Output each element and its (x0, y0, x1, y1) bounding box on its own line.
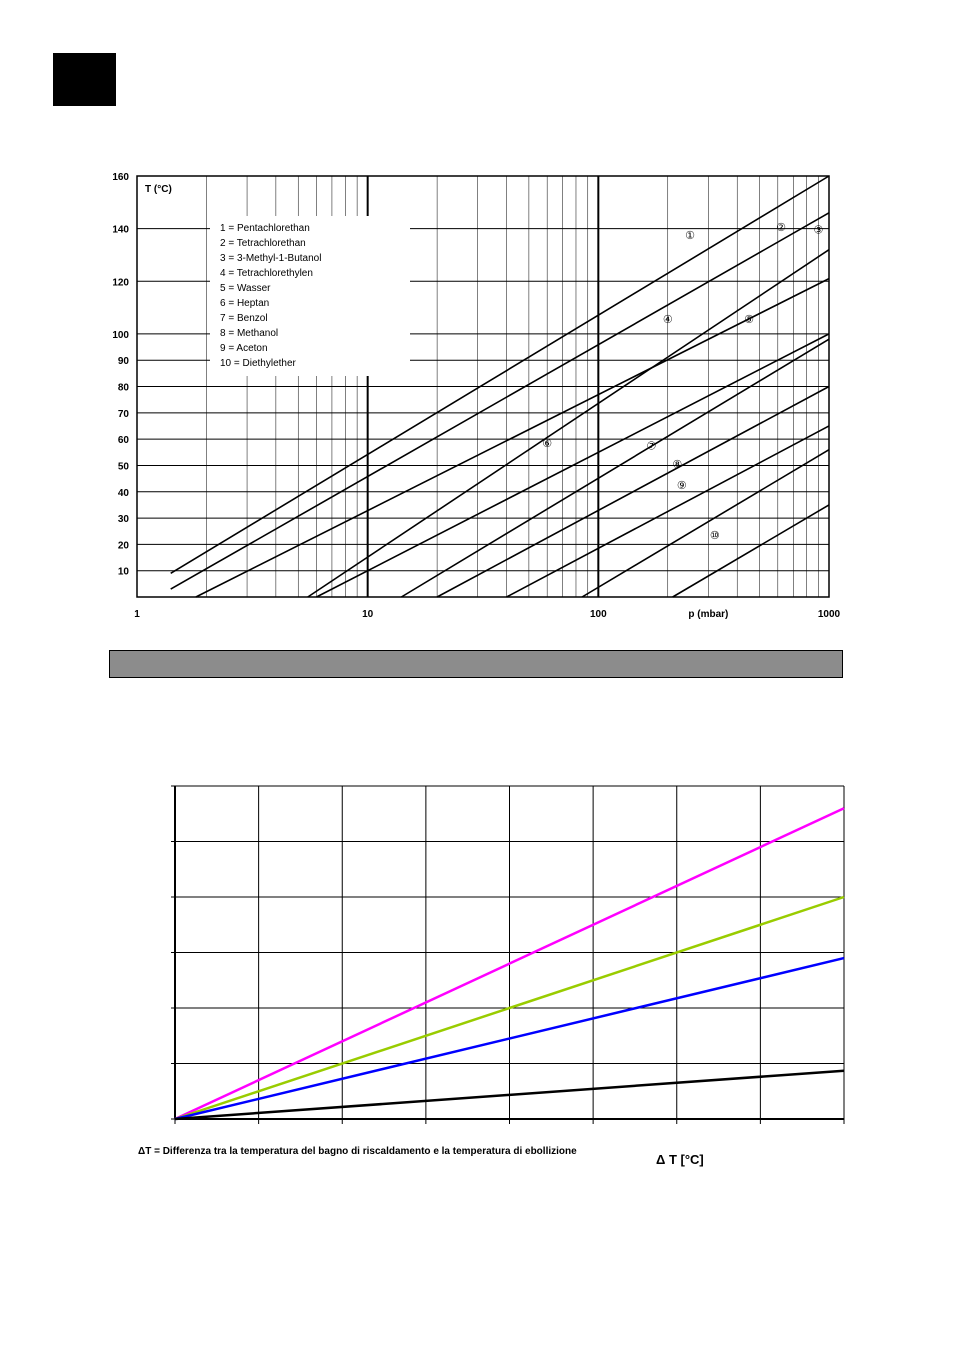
vp-legend-entry: 1 = Pentachlorethan (220, 223, 310, 234)
vp-x-tick-label: 1000 (818, 609, 841, 620)
vp-y-tick-label: 160 (112, 172, 129, 183)
vp-y-tick-label: 100 (112, 330, 129, 341)
vp-series-line-2 (170, 212, 830, 590)
vp-legend-entry: 7 = Benzol (220, 313, 268, 324)
vp-series-line-6 (400, 338, 830, 598)
delta-t-axis-label: Δ T [°C] (656, 1152, 704, 1167)
vp-series-marker-9: ⑨ (677, 480, 687, 492)
rate-series-line-3 (174, 956, 845, 1121)
rate-series-line-1 (174, 807, 845, 1121)
vp-y-axis-label: T (°C) (145, 184, 172, 195)
vp-series-marker-4: ④ (663, 314, 673, 326)
vp-y-tick-label: 10 (118, 567, 130, 578)
vp-series-line-5 (316, 333, 830, 598)
vapor-pressure-chart: 160 140 120 100 90 80 70 60 50 40 30 20 10 1 10 100 1000… (112, 172, 841, 620)
vp-y-tick-label: 80 (118, 383, 130, 394)
vp-y-tick-label: 90 (118, 356, 130, 367)
vp-legend-entry: 5 = Wasser (220, 283, 271, 294)
section-header-bar (109, 650, 843, 678)
vp-legend-entry: 2 = Tetrachlorethan (220, 238, 306, 249)
vp-y-tick-label: 70 (118, 409, 130, 420)
vp-y-tick-label: 120 (112, 277, 129, 288)
vp-x-tick-label: 100 (590, 609, 607, 620)
vp-series-marker-10: ⑩ (710, 530, 720, 542)
vp-legend-entry: 4 = Tetrachlorethylen (220, 268, 313, 279)
vp-y-tick-label: 50 (118, 461, 130, 472)
vp-series-marker-3: ③ (814, 225, 824, 237)
vp-legend-entry: 6 = Heptan (220, 298, 269, 309)
vp-x-tick-label: 1 (134, 609, 140, 620)
vp-y-tick-label: 60 (118, 435, 130, 446)
vp-series-marker-5: ⑤ (744, 314, 754, 326)
rate-series-line-2 (174, 895, 845, 1121)
vp-x-axis-label: p (mbar) (688, 609, 728, 620)
vp-legend-entry: 10 = Diethylether (220, 358, 297, 369)
vp-x-tick-label: 10 (362, 609, 374, 620)
vp-series-line-8 (506, 425, 830, 598)
vp-legend-entry: 8 = Methanol (220, 328, 278, 339)
vp-y-tick-label: 40 (118, 488, 130, 499)
vp-series-line-10 (672, 504, 830, 598)
vp-series-line-4 (195, 277, 830, 598)
vp-y-tick-label: 140 (112, 225, 129, 236)
vp-series-marker-8: ⑧ (672, 459, 682, 471)
vp-legend-entry: 9 = Aceton (220, 343, 268, 354)
vp-series-line-7 (436, 385, 830, 598)
vp-y-tick-label: 20 (118, 540, 130, 551)
corner-marker-block (53, 53, 116, 106)
vp-legend-box (210, 216, 410, 376)
vp-series-marker-6: ⑥ (542, 438, 552, 450)
vp-y-tick-label: 30 (118, 514, 130, 525)
vp-legend-entry: 3 = 3-Methyl-1-Butanol (220, 253, 321, 264)
vp-series-marker-7: ⑦ (647, 440, 657, 452)
vp-series-line-3 (307, 249, 830, 598)
vp-series-marker-2: ② (776, 222, 786, 234)
vp-series-line-9 (581, 448, 830, 598)
distillation-rate-chart (171, 785, 845, 1124)
delta-t-footnote: ΔT = Differenza tra la temperatura del b… (138, 1146, 577, 1157)
vp-series-line-1 (170, 175, 830, 575)
rate-series-line-4 (174, 1069, 845, 1121)
vp-series-marker-1: ① (685, 230, 695, 242)
